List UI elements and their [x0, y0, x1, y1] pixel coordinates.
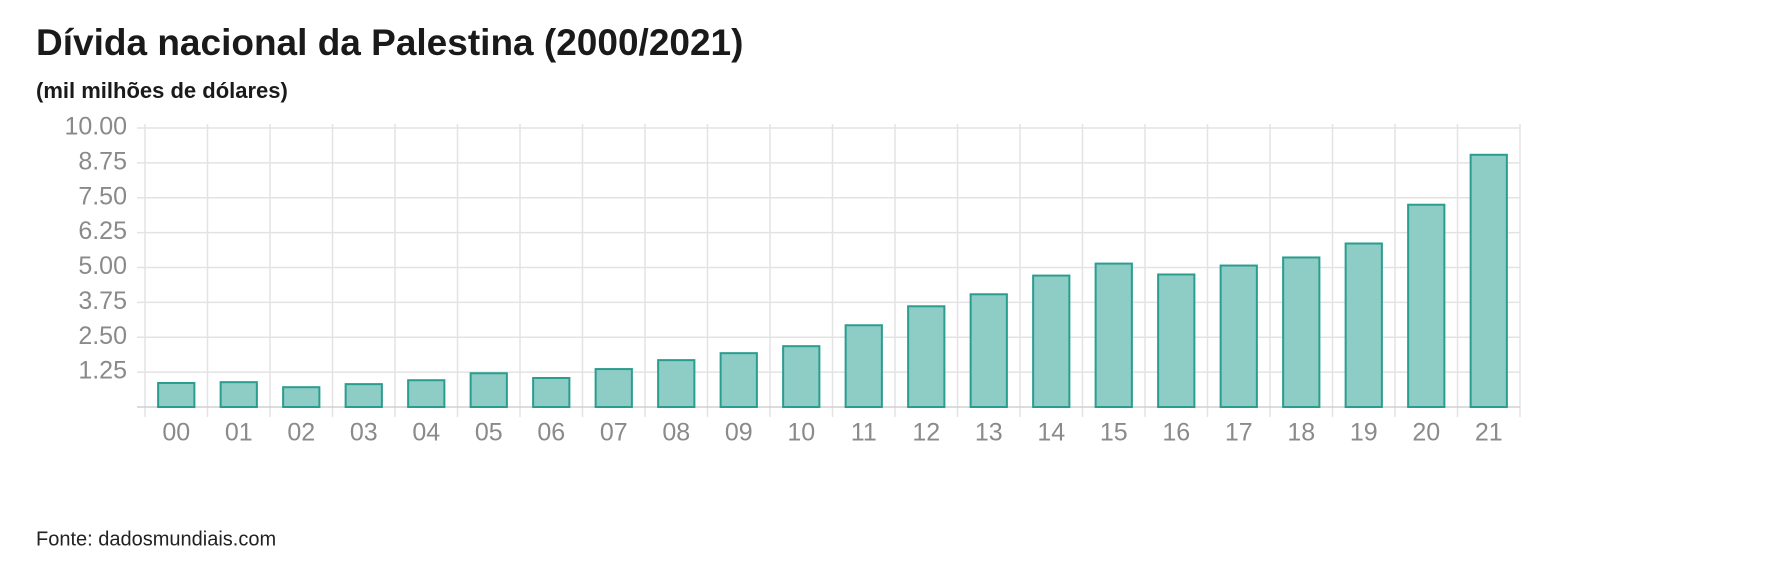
bar: [1344, 242, 1383, 408]
y-tick-label: 1.25: [78, 357, 127, 385]
x-tick-label: 14: [1037, 419, 1065, 447]
x-tick-label: 12: [912, 419, 940, 447]
bar: [282, 386, 321, 409]
x-tick-label: 10: [787, 419, 815, 447]
x-tick-label: 07: [600, 419, 628, 447]
chart-subtitle: (mil milhões de dólares): [36, 78, 288, 103]
x-tick-label: 15: [1100, 419, 1128, 447]
x-tick-label: 21: [1475, 419, 1503, 447]
x-tick-label: 03: [350, 419, 378, 447]
bar: [532, 376, 571, 409]
bar: [844, 324, 883, 408]
x-tick-label: 01: [225, 419, 253, 447]
x-tick-label: 05: [475, 419, 503, 447]
source: Fonte: dadosmundiais.com: [36, 528, 276, 550]
x-tick-label: 02: [287, 419, 315, 447]
chart-title: Dívida nacional da Palestina (2000/2021): [36, 22, 743, 63]
y-tick-label: 8.75: [78, 147, 127, 175]
x-tick-label: 09: [725, 419, 753, 447]
x-tick-label: 18: [1287, 419, 1315, 447]
bar: [969, 293, 1008, 408]
bar: [344, 383, 383, 409]
x-tick-label: 16: [1162, 419, 1190, 447]
bar: [407, 379, 446, 409]
bar: [719, 352, 758, 409]
y-tick-label: 5.00: [78, 252, 127, 280]
x-tick-label: 19: [1350, 419, 1378, 447]
bar: [219, 381, 258, 409]
x-tick-label: 17: [1225, 419, 1253, 447]
x-tick-label: 04: [412, 419, 440, 447]
bar: [157, 382, 196, 409]
bar: [657, 359, 696, 408]
x-tick-label: 20: [1412, 419, 1440, 447]
x-tick-label: 08: [662, 419, 690, 447]
x-tick-label: 13: [975, 419, 1003, 447]
y-tick-label: 10.00: [64, 113, 127, 141]
x-tick-label: 06: [537, 419, 565, 447]
bar: [1469, 153, 1508, 408]
bar: [907, 305, 946, 409]
y-tick-label: 2.50: [78, 322, 127, 350]
y-tick-label: 6.25: [78, 217, 127, 245]
bar: [1094, 262, 1133, 408]
bar: [1032, 274, 1071, 408]
x-tick-label: 11: [851, 419, 877, 447]
bar: [594, 368, 633, 408]
bar: [782, 345, 821, 409]
y-tick-label: 3.75: [78, 287, 127, 315]
y-tick-label: 7.50: [78, 182, 127, 210]
bar: [1282, 256, 1321, 408]
x-tick-label: 00: [162, 419, 190, 447]
bar: [1219, 264, 1258, 408]
bar: [1157, 273, 1196, 408]
bar: [1407, 203, 1446, 408]
bar: [469, 372, 508, 408]
